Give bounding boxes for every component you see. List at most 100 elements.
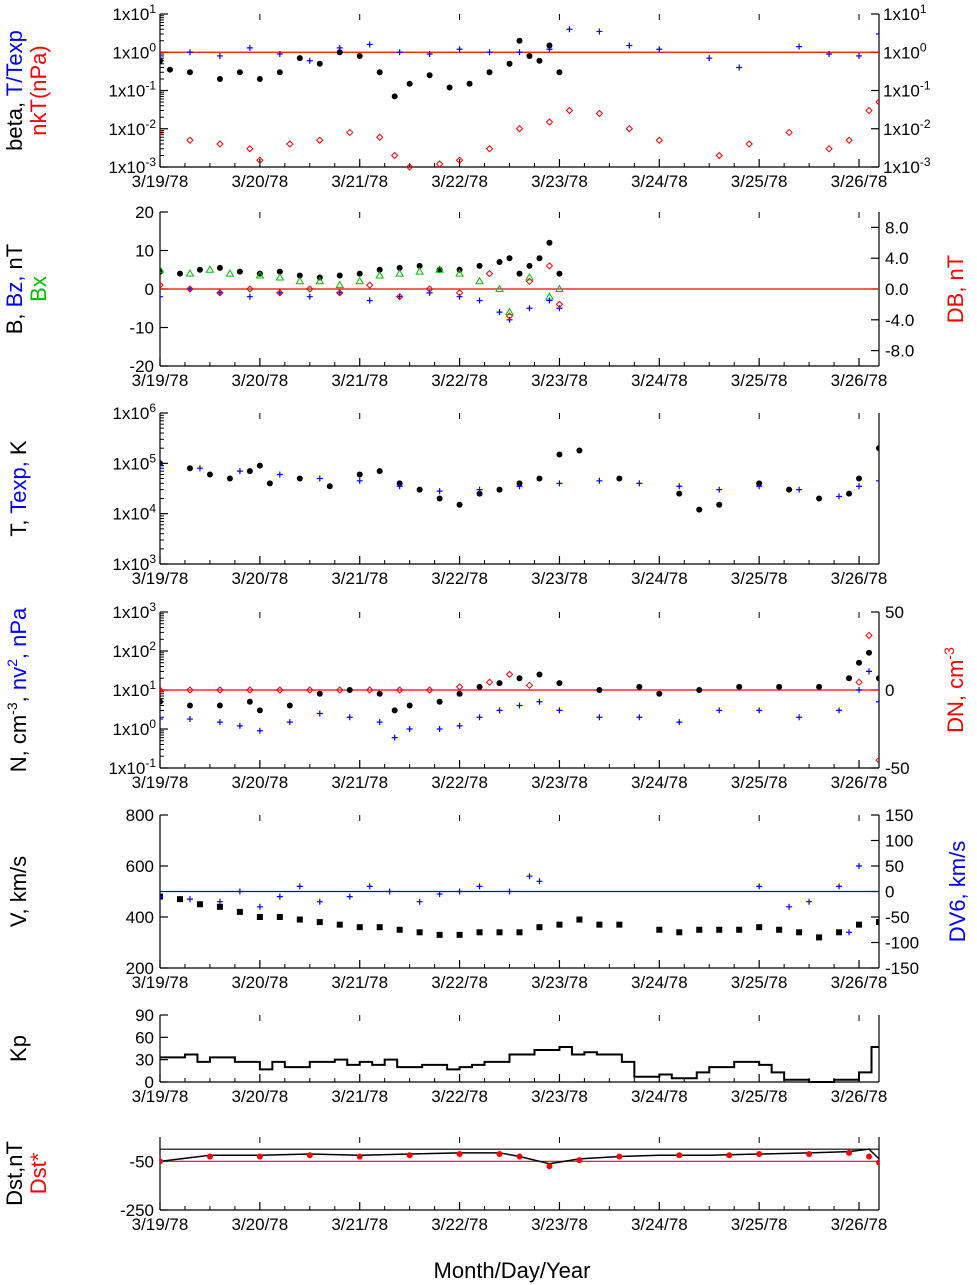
data-point <box>436 698 443 705</box>
y-tick-label: 1x100 <box>112 717 156 739</box>
data-point <box>416 929 423 936</box>
data-point <box>715 151 723 160</box>
data-point <box>796 486 803 493</box>
x-tick-label: 3/24/78 <box>631 172 688 191</box>
data-point <box>160 57 163 64</box>
data-point <box>186 136 194 144</box>
data-point <box>566 26 573 33</box>
x-tick-label: 3/20/78 <box>231 773 288 792</box>
data-point <box>555 284 564 292</box>
data-point <box>485 269 494 278</box>
data-point <box>866 1153 873 1160</box>
y-axis-title-right: DV6, km/s <box>945 841 970 942</box>
y-tick-label: 1x105 <box>112 451 156 473</box>
data-point <box>276 289 284 297</box>
panel-kp: 3/19/78 3/20/78 3/21/78 3/22/78 3/23/78 3/24/… <box>6 1006 887 1106</box>
data-point <box>256 1153 263 1160</box>
series-group <box>160 26 879 171</box>
data-point <box>485 145 494 153</box>
data-point <box>160 686 164 694</box>
data-point <box>276 471 283 478</box>
data-point <box>391 93 398 100</box>
data-point <box>856 659 863 666</box>
x-tick-label: 3/22/78 <box>431 1087 488 1106</box>
data-point <box>395 269 405 277</box>
data-point <box>526 305 533 312</box>
y-right-tick-label: 1x10-2 <box>883 117 931 139</box>
data-point <box>476 683 483 690</box>
data-point <box>476 297 483 304</box>
data-point <box>296 916 303 923</box>
data-point <box>616 921 623 928</box>
data-point <box>160 1158 163 1165</box>
data-point <box>246 698 253 705</box>
data-point <box>736 683 743 690</box>
data-point <box>736 64 743 71</box>
data-point <box>455 269 464 277</box>
data-point <box>595 109 604 118</box>
x-tick-label: 3/25/78 <box>731 569 788 588</box>
data-point <box>160 281 164 289</box>
data-point <box>160 462 163 469</box>
data-point <box>356 471 363 478</box>
y-tick-label: 0 <box>145 280 154 299</box>
data-point <box>856 52 863 59</box>
data-point <box>476 929 483 936</box>
x-tick-label: 3/23/78 <box>531 172 588 191</box>
x-tick-label: 3/24/78 <box>631 569 688 588</box>
data-point <box>546 1163 553 1170</box>
data-point <box>836 707 843 714</box>
data-point <box>186 465 193 472</box>
data-point <box>356 477 363 484</box>
data-point <box>875 756 879 764</box>
data-point <box>856 921 863 928</box>
y-right-tick-label: 50 <box>885 603 904 622</box>
y-right-tick-label: -50 <box>885 908 910 927</box>
data-point <box>846 1149 853 1156</box>
data-point <box>306 686 314 694</box>
data-point <box>366 297 373 304</box>
data-point <box>216 289 223 296</box>
data-point <box>266 480 273 487</box>
data-point <box>376 69 383 76</box>
y-tick-label: 1x10-1 <box>108 79 156 101</box>
data-point <box>396 926 403 933</box>
data-point <box>596 714 603 721</box>
data-point <box>855 678 863 686</box>
data-point <box>866 649 873 656</box>
x-tick-label: 3/25/78 <box>731 973 788 992</box>
data-point <box>185 269 195 277</box>
data-point <box>425 285 434 293</box>
data-point <box>846 490 853 497</box>
data-point <box>505 670 514 679</box>
data-point <box>876 1159 879 1166</box>
data-point <box>816 683 823 690</box>
data-point <box>466 80 473 87</box>
data-point <box>796 43 803 50</box>
data-point <box>406 702 413 709</box>
data-point <box>636 714 643 721</box>
data-point <box>246 285 254 293</box>
x-tick-label: 3/22/78 <box>431 371 488 390</box>
data-point <box>425 686 434 694</box>
data-point <box>236 908 243 915</box>
x-tick-label: 3/24/78 <box>631 973 688 992</box>
x-axis-title: Month/Day/Year <box>434 1258 591 1283</box>
data-point <box>335 280 345 289</box>
data-point <box>786 486 793 493</box>
data-point <box>376 468 383 475</box>
data-point <box>846 675 853 682</box>
data-point <box>556 480 563 487</box>
data-point <box>536 255 543 262</box>
data-point <box>536 924 543 931</box>
data-point <box>226 475 233 482</box>
data-point <box>546 239 553 246</box>
data-point <box>546 297 553 304</box>
panel-temperature: 3/19/78 3/20/78 3/21/78 3/22/78 3/23/78 3/24/… <box>6 401 887 588</box>
data-point <box>456 722 463 729</box>
data-point <box>455 683 464 691</box>
data-point <box>186 716 193 723</box>
data-point <box>216 264 223 271</box>
data-point <box>546 46 553 53</box>
y-axis-title: Dst,nT <box>2 1141 27 1206</box>
